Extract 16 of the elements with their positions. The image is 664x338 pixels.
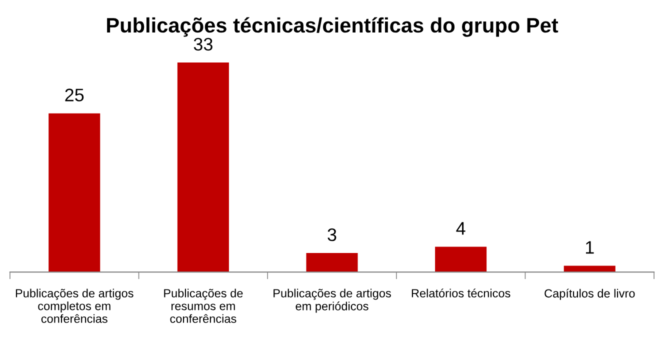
data-label: 33 [194, 38, 212, 51]
bar [435, 246, 487, 272]
x-tick-label: Capítulos de livro [544, 288, 635, 300]
data-label: 3 [328, 228, 336, 242]
x-tick-label: Publicações de artigos completos em conferências [16, 288, 134, 323]
x-tick-label: Relatórios técnicos [412, 288, 510, 298]
x-tick-label: Publicações de artigos em periódicos [274, 288, 391, 313]
bar [306, 253, 358, 272]
bar [48, 113, 100, 272]
data-label: 25 [65, 88, 84, 102]
x-tick-label: Publicações de resumos em conferências [164, 288, 243, 323]
bar [177, 62, 229, 272]
bar [564, 266, 616, 272]
chart-title: Publicações técnicas/científicas do grupo Pet [107, 17, 558, 37]
data-label: 1 [586, 241, 594, 254]
data-label: 4 [456, 222, 466, 235]
